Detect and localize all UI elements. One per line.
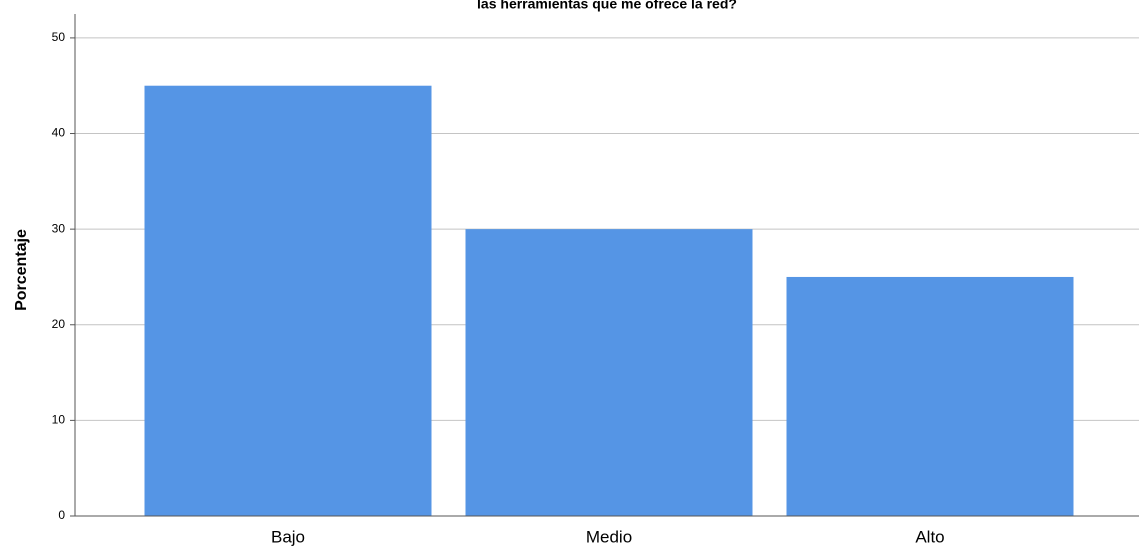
bar bbox=[786, 276, 1074, 516]
y-tick-label: 50 bbox=[52, 30, 66, 44]
bar bbox=[144, 85, 432, 516]
y-tick-label: 40 bbox=[52, 126, 66, 140]
y-tick-label: 20 bbox=[52, 317, 66, 331]
chart-title: las herramientas que me ofrece la red? bbox=[477, 0, 737, 12]
bar bbox=[465, 229, 753, 516]
y-tick-label: 10 bbox=[52, 413, 66, 427]
x-tick-label: Bajo bbox=[271, 527, 305, 546]
y-axis-label: Porcentaje bbox=[13, 229, 30, 311]
x-tick-label: Medio bbox=[586, 527, 632, 546]
y-tick-label: 0 bbox=[58, 508, 65, 522]
y-tick-label: 30 bbox=[52, 221, 66, 235]
x-tick-label: Alto bbox=[915, 527, 944, 546]
